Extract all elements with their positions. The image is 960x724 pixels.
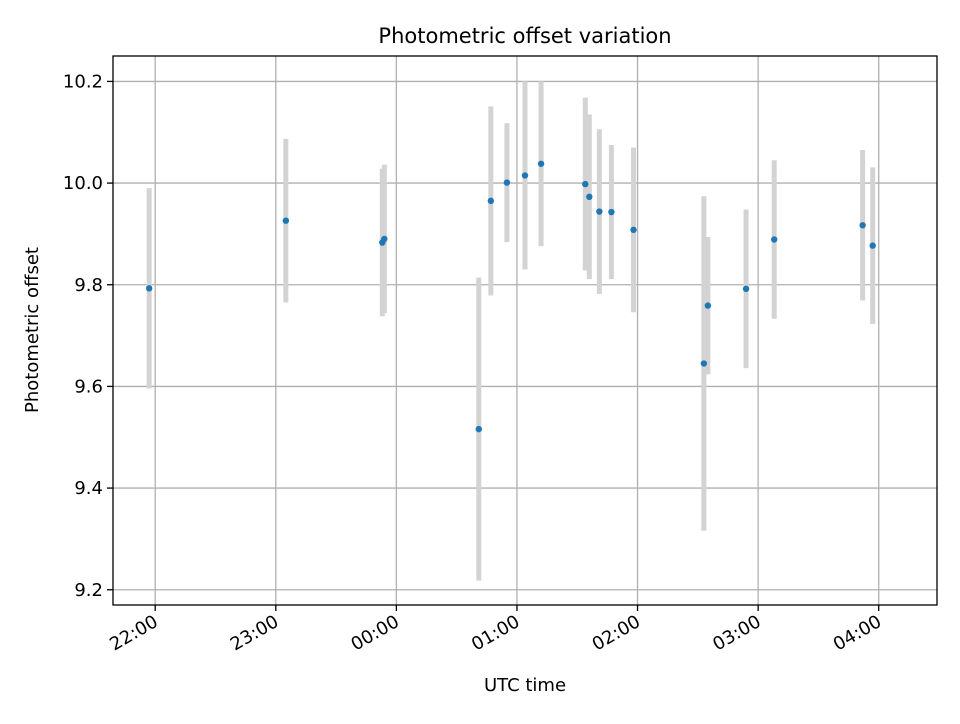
data-points (145, 160, 876, 433)
data-point (582, 180, 589, 188)
data-point (537, 160, 545, 167)
data-point (596, 208, 603, 215)
data-point (145, 285, 153, 292)
data-point (282, 217, 290, 224)
y-tick-label: 9.6 (74, 376, 103, 397)
data-point (521, 172, 529, 179)
grid (113, 56, 937, 605)
x-axis-label: UTC time (484, 675, 566, 696)
y-axis-label: Photometric offset (22, 247, 43, 413)
y-tick-label: 9.8 (74, 275, 103, 296)
data-point (742, 285, 750, 293)
data-point (700, 360, 708, 367)
data-point (586, 193, 593, 201)
data-point (771, 236, 778, 243)
plot-frame (112, 55, 938, 606)
data-point (630, 226, 637, 234)
y-tick-label: 10.2 (63, 71, 103, 92)
data-point (704, 302, 712, 309)
data-point (608, 208, 615, 216)
chart-title: Photometric offset variation (378, 24, 671, 48)
data-point (475, 425, 482, 433)
y-tick-label: 9.2 (74, 580, 103, 601)
data-point (487, 197, 495, 205)
data-point (381, 235, 388, 243)
y-tick-label: 9.4 (74, 478, 103, 499)
data-point (859, 222, 866, 229)
data-point (869, 242, 876, 249)
y-tick-label: 10.0 (63, 173, 103, 194)
data-point (503, 179, 511, 186)
